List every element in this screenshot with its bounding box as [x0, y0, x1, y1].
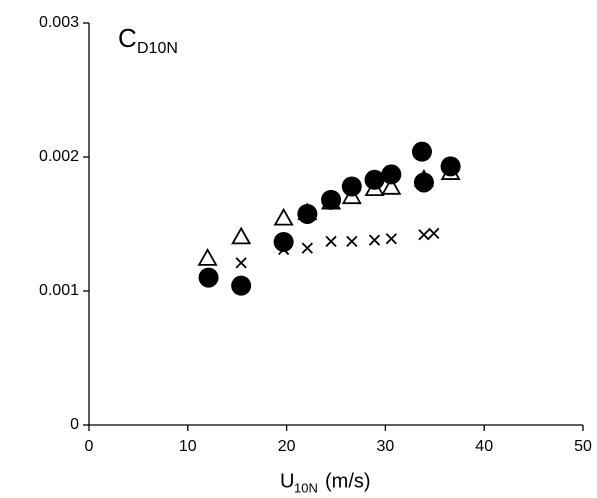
data-point: [198, 267, 219, 288]
y-tick-label: 0.001: [39, 282, 79, 299]
y-tick-label: 0.003: [39, 14, 79, 31]
data-point: [277, 243, 290, 256]
y-tick-label: 0: [70, 416, 79, 433]
x-label-sub: 10N: [294, 480, 318, 495]
data-point: [301, 242, 313, 254]
data-point: [440, 156, 461, 177]
annotation-sub: D10N: [137, 40, 178, 57]
data-point: [273, 231, 294, 252]
y-tick-label: 0.002: [39, 148, 79, 165]
data-point: [273, 207, 294, 226]
x-label-main: U: [280, 470, 294, 492]
data-point: [297, 203, 318, 224]
data-point: [364, 178, 385, 197]
data-point: [428, 227, 440, 240]
data-point: [297, 202, 318, 221]
x-label-unit: (m/s): [325, 470, 371, 492]
data-point: [411, 141, 432, 162]
data-point: [197, 248, 218, 266]
data-point: [231, 226, 252, 245]
data-point: [235, 257, 247, 269]
data-point: [321, 189, 342, 210]
x-tick-label: 0: [85, 438, 94, 455]
data-point: [368, 234, 381, 246]
data-point: [381, 164, 402, 185]
x-tick-label: 50: [574, 438, 592, 455]
x-tick-label: 10: [179, 438, 197, 455]
data-point: [231, 275, 252, 296]
x-tick-label: 30: [377, 438, 395, 455]
data-point: [413, 168, 434, 187]
data-point: [440, 162, 461, 180]
x-tick-label: 20: [278, 438, 296, 455]
data-point: [325, 235, 337, 248]
data-point: [418, 229, 430, 241]
annotation-main: C: [118, 23, 137, 53]
data-point: [321, 191, 342, 210]
data-point: [413, 172, 434, 193]
data-point: [381, 176, 402, 195]
data-point: [341, 186, 362, 205]
data-point: [385, 233, 397, 245]
data-point: [346, 235, 358, 248]
x-tick-label: 40: [475, 438, 493, 455]
